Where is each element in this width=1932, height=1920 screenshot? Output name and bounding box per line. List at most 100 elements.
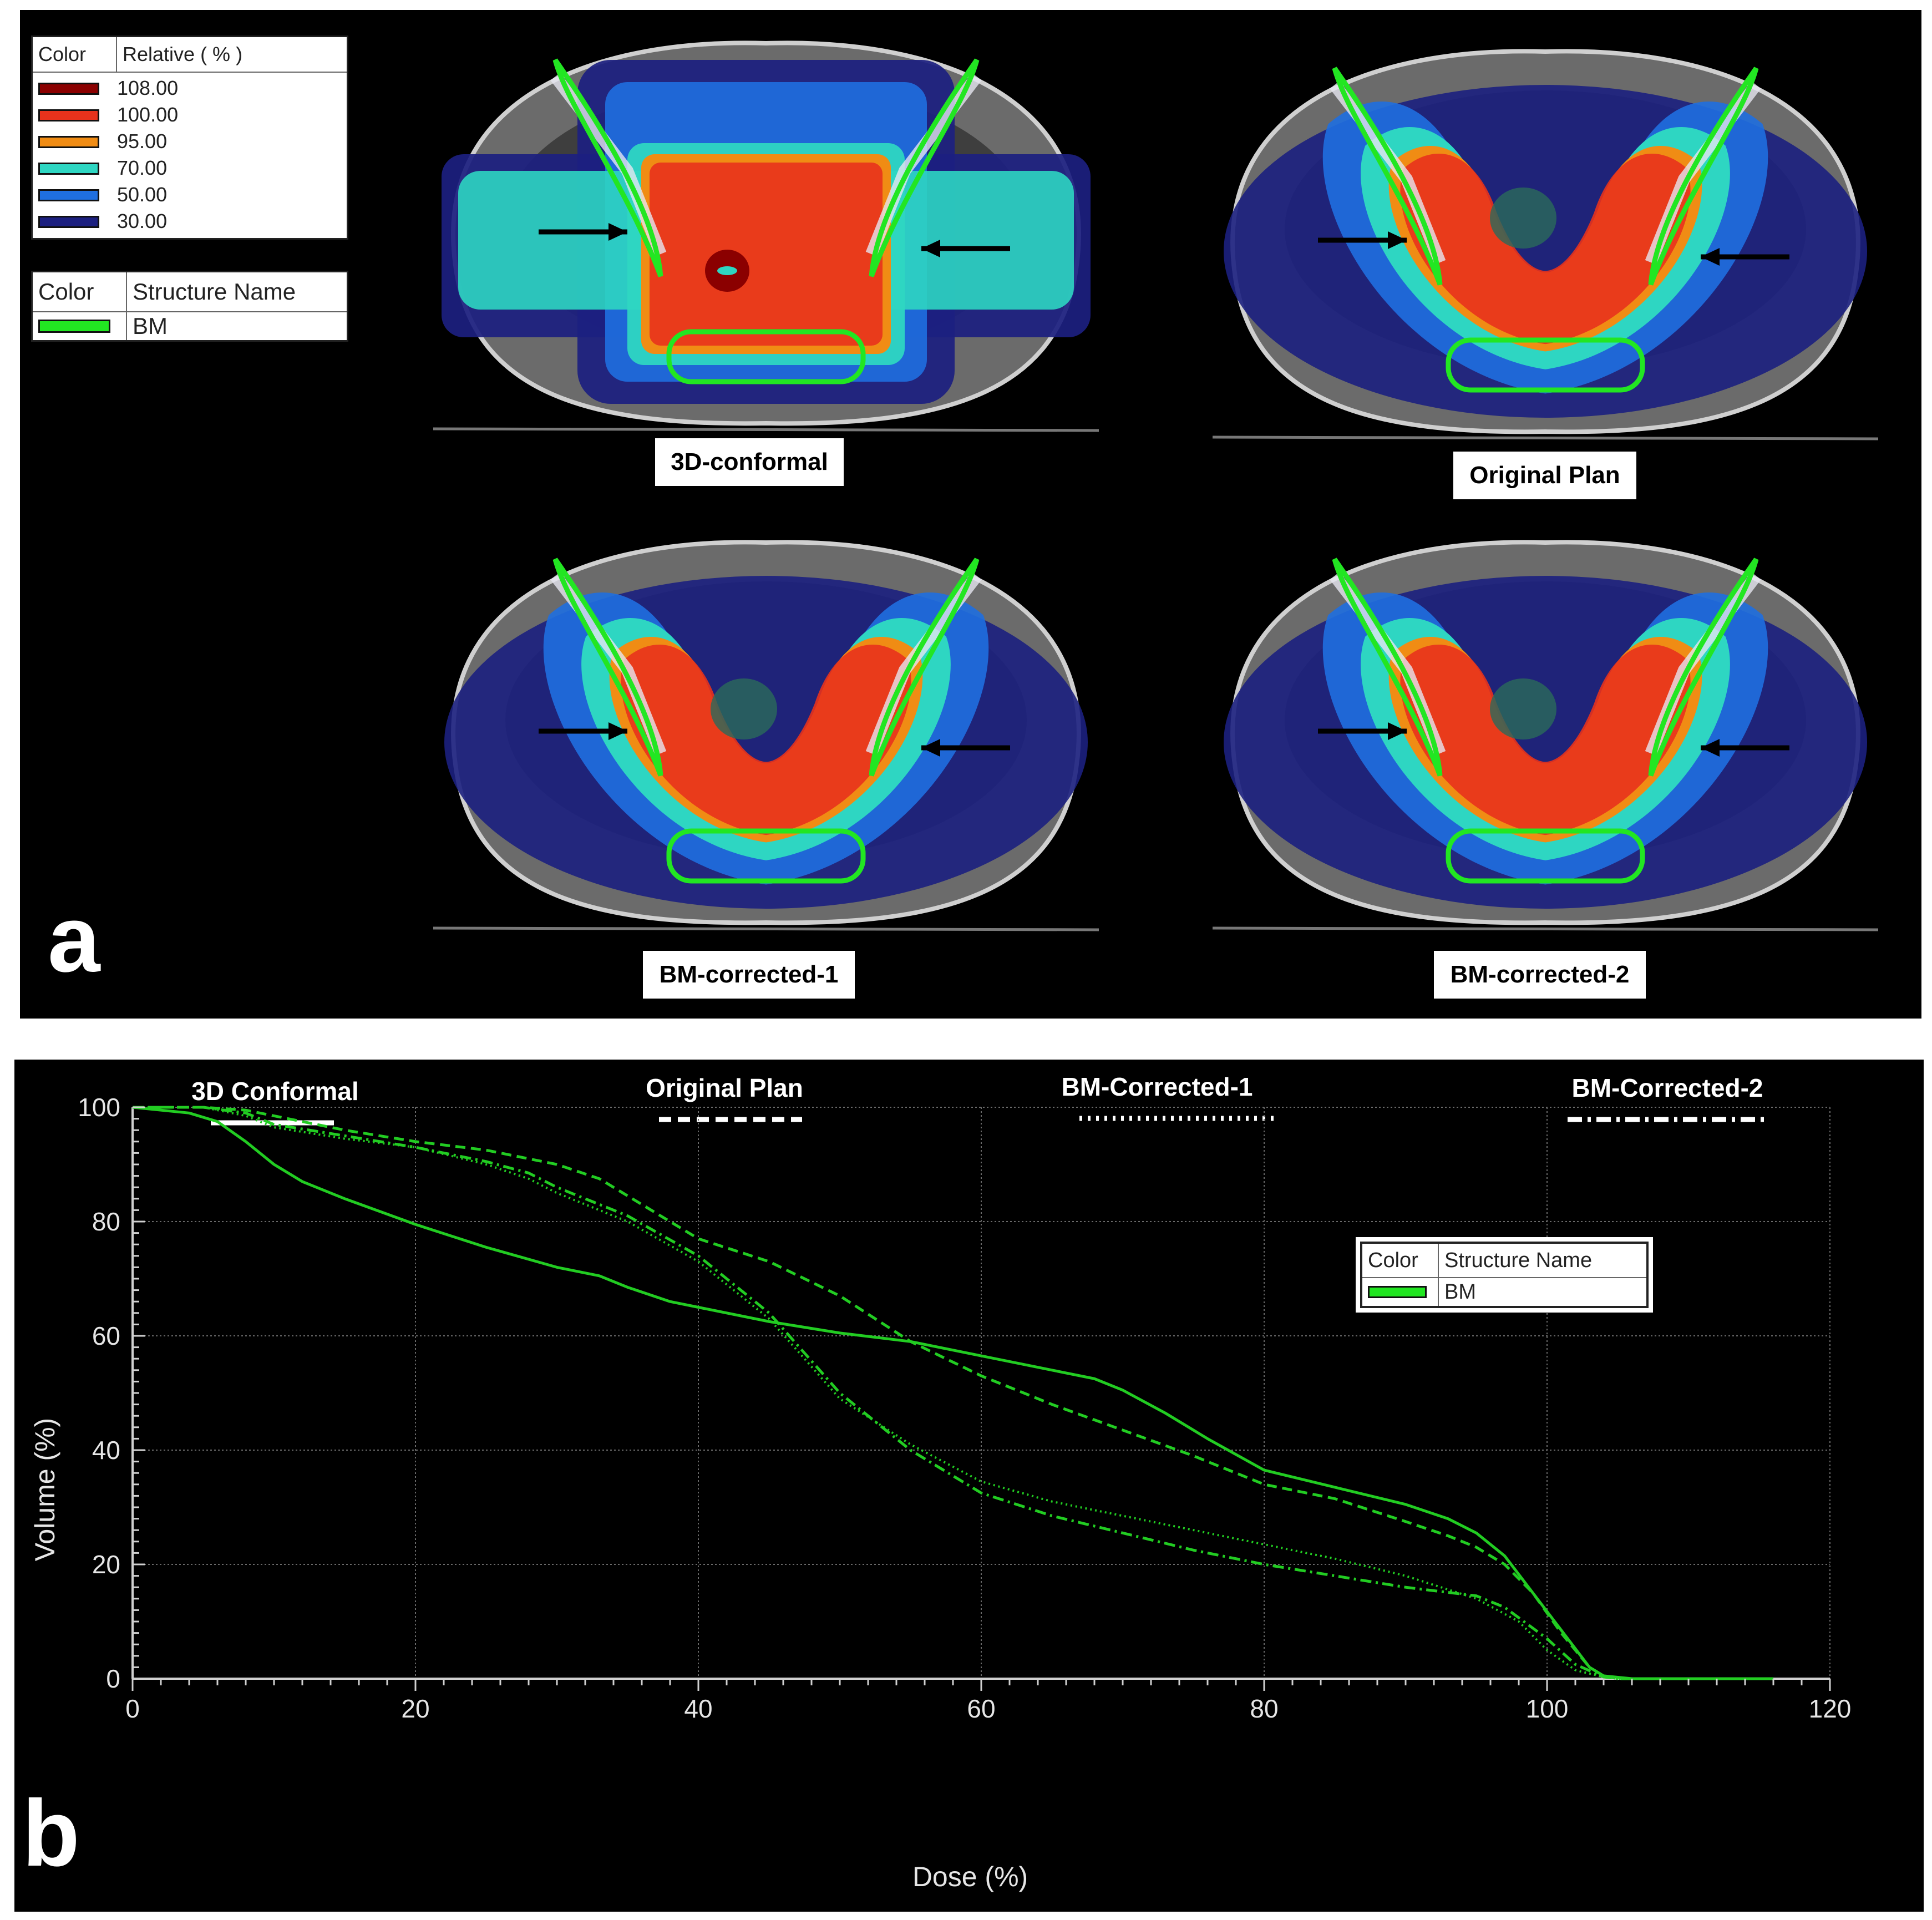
y-tick-label: 20: [92, 1550, 120, 1579]
bm-contour-left: [552, 58, 663, 277]
dose-legend-swatch-cell: [33, 103, 105, 126]
panel-a-letter: a: [48, 886, 100, 992]
pointer-arrow-head: [1701, 248, 1720, 266]
caption-bm-corrected-1: BM-corrected-1: [643, 951, 855, 999]
lumen: [717, 266, 737, 275]
key-label-bm-corrected-2: BM-Corrected-2: [1571, 1073, 1763, 1102]
dose-100-region: [1400, 154, 1691, 345]
x-tick-label: 100: [1526, 1694, 1569, 1723]
dose-legend-row: 50.00: [33, 181, 347, 208]
dose-level-value: 95.00: [117, 130, 168, 153]
dose-legend-row: 108.00: [33, 75, 347, 102]
dose-100-region: [650, 163, 883, 346]
dose-level-value: 70.00: [117, 156, 168, 179]
bowel-region: [711, 678, 777, 739]
ct-table-line: [1212, 435, 1879, 440]
chart-legend-bm-name: BM: [1444, 1280, 1476, 1304]
ct-table-line: [433, 427, 1099, 432]
structure-legend-name-header: Structure Name: [133, 278, 296, 305]
x-tick-label: 0: [125, 1694, 140, 1723]
dose-level-swatch: [38, 163, 99, 175]
dose-legend-swatch-cell: [33, 210, 105, 233]
dose-level-swatch: [38, 189, 99, 201]
pointer-arrow-head: [608, 722, 627, 740]
ct-slice: [433, 540, 1099, 931]
bm-contour-right: [869, 558, 980, 777]
panel-b-dvh-chart: 3D Conformal Original Plan BM-Corrected-…: [14, 1060, 1924, 1912]
pointer-arrow-head: [1388, 722, 1407, 740]
chart-legend-swatch-cell: [1362, 1278, 1439, 1306]
y-axis-label: Volume (%): [29, 1418, 60, 1561]
dose-color-legend: Color Relative ( % ) 108.00 100.00 95.00 70…: [31, 36, 348, 240]
bm-contour-left: [1332, 558, 1443, 777]
bm-contour-right: [1648, 67, 1759, 286]
y-tick-label: 60: [92, 1321, 120, 1350]
dose-level-value: 108.00: [117, 77, 179, 99]
structure-legend-swatch-cell: [33, 312, 127, 340]
pointer-arrow-head: [1388, 231, 1407, 249]
caption-original-plan: Original Plan: [1453, 452, 1636, 499]
dose-legend-swatch-cell: [33, 130, 105, 153]
series-line-bm-corrected-2: [133, 1106, 1773, 1680]
ct-table-line: [433, 926, 1099, 931]
x-axis-label: Dose (%): [912, 1861, 1028, 1892]
dose-level-swatch: [38, 109, 99, 121]
ct-slice: [433, 40, 1099, 432]
y-tick-label: 40: [92, 1436, 120, 1465]
ct-table-line: [1212, 926, 1879, 931]
series-line-3d-conformal: [132, 1106, 1773, 1680]
dvh-chart-svg: 0 20 40 60 80 100 120 0 20 40 60 80 100 Dose (%) Vol…: [29, 1093, 1852, 1892]
dose-100-region: [621, 645, 911, 835]
dose-legend-row: 70.00: [33, 155, 347, 181]
series-line-original-plan: [133, 1106, 1773, 1680]
dose-legend-row: 100.00: [33, 102, 347, 128]
dose-level-swatch: [38, 216, 99, 228]
dose-level-value: 30.00: [117, 210, 168, 232]
key-label-bm-corrected-1: BM-Corrected-1: [1061, 1072, 1253, 1101]
y-tick-label: 100: [78, 1093, 120, 1122]
bm-contour-right: [869, 58, 980, 277]
bm-contour-sacrum: [1446, 828, 1645, 884]
dose-legend-relative-header: Relative ( % ): [123, 43, 243, 65]
bm-contour-sacrum: [666, 828, 866, 884]
x-tick-label: 20: [401, 1694, 429, 1723]
dose-legend-rows: 108.00 100.00 95.00 70.00 50.00 30.00: [33, 73, 347, 238]
structure-legend-bm-name: BM: [133, 313, 168, 339]
bm-contour-sacrum: [1446, 337, 1645, 393]
bowel-region: [1490, 678, 1556, 739]
bm-contour-left: [1332, 67, 1443, 286]
y-tick-label: 0: [106, 1664, 120, 1693]
x-tick-label: 80: [1250, 1694, 1278, 1723]
dose-legend-row: 30.00: [33, 208, 347, 235]
ct-slice: [1212, 540, 1879, 931]
chart-structure-legend: Color Structure Name BM: [1360, 1242, 1649, 1308]
ct-slice: [1212, 49, 1879, 440]
caption-bm-corrected-2: BM-corrected-2: [1434, 951, 1646, 999]
pointer-arrow-head: [921, 739, 940, 757]
x-tick-label: 60: [967, 1694, 995, 1723]
panel-a-ct-dose-maps: Color Relative ( % ) 108.00 100.00 95.00 70…: [20, 10, 1921, 1019]
dose-level-swatch: [38, 83, 99, 95]
series-line-bm-corrected-1: [133, 1106, 1773, 1680]
x-tick-label: 120: [1809, 1694, 1852, 1723]
structure-legend: Color Structure Name BM: [31, 271, 348, 342]
panel-b-letter: b: [22, 1781, 80, 1886]
bowel-region: [1490, 188, 1556, 249]
dose-legend-row: 95.00: [33, 128, 347, 155]
chart-legend-color-header: Color: [1362, 1244, 1439, 1277]
dose-level-value: 100.00: [117, 103, 179, 126]
y-tick-label: 80: [92, 1207, 120, 1236]
key-label-original-plan: Original Plan: [646, 1073, 803, 1102]
bm-contour-right: [1648, 558, 1759, 777]
key-label-3d-conformal: 3D Conformal: [191, 1077, 359, 1106]
pointer-arrow-head: [1701, 739, 1720, 757]
dose-level-swatch: [38, 136, 99, 148]
dose-legend-color-header: Color: [33, 37, 117, 72]
bm-contour-sacrum: [666, 329, 866, 384]
pointer-arrow-head: [608, 223, 627, 241]
bm-contour-left: [552, 558, 663, 777]
dose-100-region: [1400, 645, 1691, 835]
x-tick-label: 40: [684, 1694, 712, 1723]
chart-legend-name-header: Structure Name: [1444, 1248, 1593, 1272]
chart-legend-bm-swatch: [1368, 1286, 1427, 1298]
